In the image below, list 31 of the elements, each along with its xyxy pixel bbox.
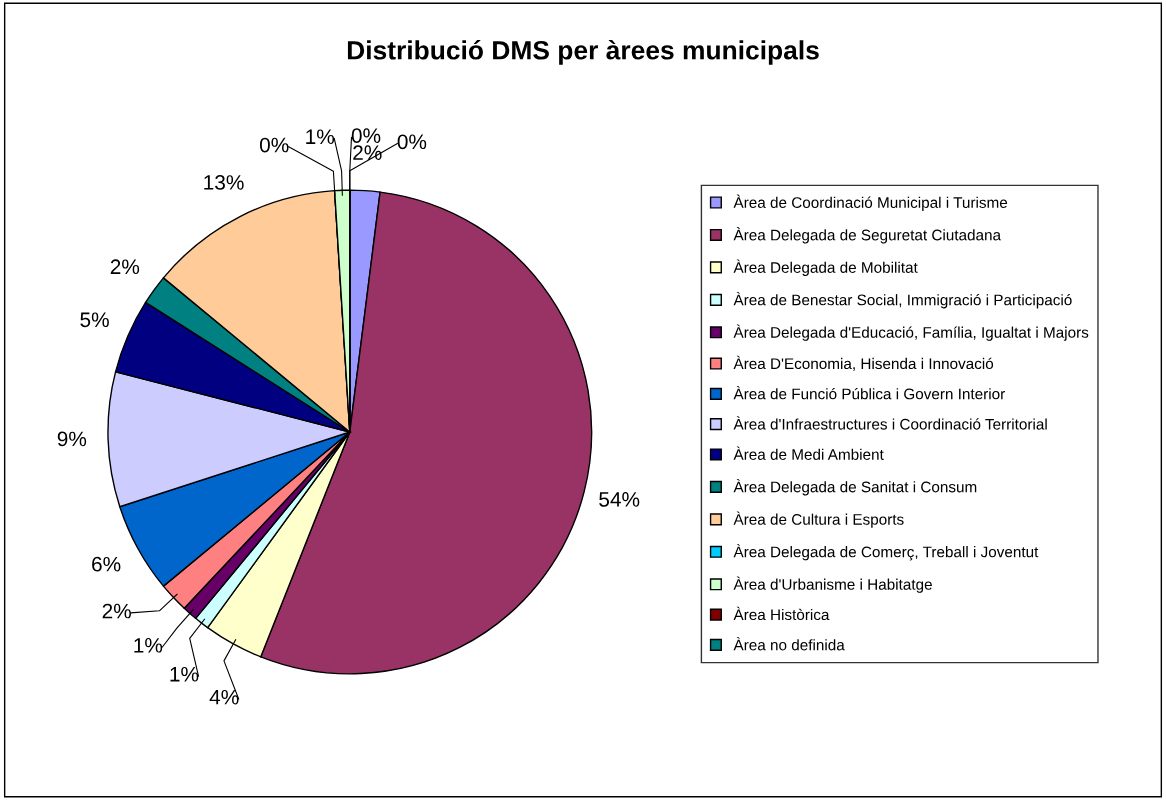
text: 0% [259, 137, 289, 153]
legend-label: Àrea d'Urbanisme i Habitatge [733, 576, 932, 593]
text: 0% [397, 134, 427, 150]
legend-label: Àrea de Benestar Social, Immigració i Participació [733, 291, 1072, 309]
data-label: 9% [57, 431, 87, 447]
data-label: 13% [204, 175, 244, 190]
legend-label: Àrea D'Economia, Hisenda i Innovació [733, 355, 994, 371]
text: 0% [351, 128, 381, 143]
data-label: 2% [102, 603, 131, 619]
legend-label: Àrea d'Infraestructures i Coordinació Territorial [733, 416, 1047, 430]
data-label: 1% [134, 638, 163, 653]
data-label: 4% [209, 689, 239, 705]
legend-label: Àrea de Funció Pública i Govern Interior [733, 385, 1005, 400]
data-label: 5% [80, 312, 109, 328]
legend-label: Àrea de Medi Ambient [733, 446, 884, 460]
data-label: 1% [170, 666, 199, 682]
legend-label: Àrea no definida [733, 637, 845, 651]
legend-label: Àrea Delegada de Sanitat i Consum [733, 478, 977, 496]
legend-label: Àrea Delegada de Seguretat Ciutadana [733, 227, 1002, 244]
legend-label: Àrea de Cultura i Esports [733, 511, 904, 528]
legend-label: Àrea Delegada d'Educació, Família, Igualtat i Majors [733, 324, 1089, 341]
legend-label: Àrea de Coordinació Municipal i Turisme [733, 194, 1008, 211]
data-label: 54% [599, 492, 640, 507]
legend-label: Àrea Delegada de Mobilitat [733, 259, 918, 276]
legend-label: Àrea Delegada de Comerç, Treball i Joventut [733, 543, 1039, 561]
chart-title: Distribució DMS per àrees municipals [347, 40, 819, 65]
data-label: 2% [353, 145, 382, 160]
legend-label: Àrea Històrica [733, 606, 830, 621]
data-label: 1% [306, 129, 335, 145]
data-label: 2% [110, 259, 140, 275]
data-label: 6% [92, 556, 121, 572]
